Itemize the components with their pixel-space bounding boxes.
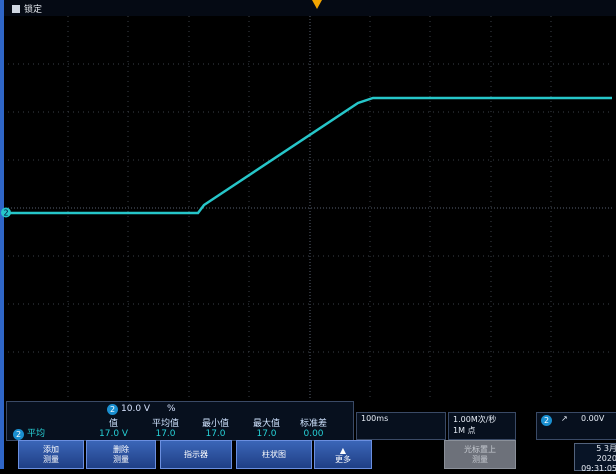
channel-scale: 2 10.0 V % xyxy=(107,404,176,415)
center-axes xyxy=(8,16,612,400)
trigger-readout[interactable]: 2 ↗ 0.00V xyxy=(536,412,616,440)
channel-2-badge-icon: 2 xyxy=(107,404,118,415)
channel-2-row-icon: 2 xyxy=(13,429,24,440)
add-measurement-button[interactable]: 添加 测量 xyxy=(18,440,84,469)
waveform-trace xyxy=(8,96,612,215)
grid xyxy=(8,16,612,400)
column-value: 值 17.0 V xyxy=(99,419,129,439)
status-text: 锁定 xyxy=(24,5,43,15)
date-time-display: 5 3月 2020 09:31:05 xyxy=(574,443,616,473)
trigger-level: 0.00V xyxy=(581,414,605,423)
more-arrow-icon: ▲ xyxy=(339,445,347,455)
softkey-bar: 添加 测量 删除 测量 指示器 柱状图 ▲ 更多 光标置上 测量 xyxy=(4,440,616,469)
timebase-scale: 100ms xyxy=(361,414,389,423)
waveform-display[interactable] xyxy=(8,16,612,400)
scale-suffix: % xyxy=(166,404,176,414)
stat-row-label: 2 平均 xyxy=(13,426,45,440)
column-stddev: 标准差 0.00 xyxy=(300,419,328,439)
trigger-channel-badge-icon: 2 xyxy=(541,415,552,426)
lock-status: 锁定 xyxy=(12,2,42,15)
more-button[interactable]: ▲ 更多 xyxy=(314,440,372,469)
sample-rate: 1.00M次/秒 xyxy=(453,415,497,424)
histogram-button[interactable]: 柱状图 xyxy=(236,440,312,469)
indicator-button[interactable]: 指示器 xyxy=(160,440,232,469)
cursor-measure-button[interactable]: 光标置上 测量 xyxy=(444,440,516,469)
trigger-position-icon[interactable] xyxy=(312,0,322,9)
channel-2-marker-icon[interactable]: 2 xyxy=(0,206,13,219)
status-bar: 锁定 xyxy=(4,0,616,16)
timebase-readout[interactable]: 100ms xyxy=(356,412,446,440)
record-length: 1M 点 xyxy=(453,426,476,435)
acquisition-readout[interactable]: 1.00M次/秒 1M 点 xyxy=(448,412,516,440)
column-max: 最大值 17.0 xyxy=(253,419,281,439)
measurement-panel: 2 10.0 V % 2 平均 值 17.0 V 平均值 17.0 最小值 17.0… xyxy=(6,401,354,441)
delete-measurement-button[interactable]: 删除 测量 xyxy=(86,440,156,469)
column-min: 最小值 17.0 xyxy=(202,419,230,439)
svg-text:2: 2 xyxy=(3,209,8,218)
column-mean: 平均值 17.0 xyxy=(152,419,180,439)
trigger-slope-icon: ↗ xyxy=(561,414,568,423)
waveform-svg xyxy=(8,16,612,400)
status-square-icon xyxy=(12,5,20,13)
left-edge-bar xyxy=(0,0,4,469)
time-text: 09:31:05 xyxy=(581,464,616,473)
date-text: 5 3月 2020 xyxy=(596,444,616,463)
